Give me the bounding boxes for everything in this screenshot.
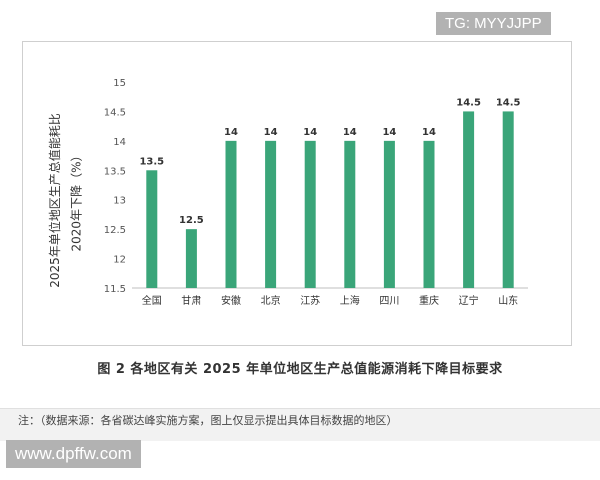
y-tick-label: 14.5 [104, 107, 126, 118]
x-tick-label: 四川 [379, 296, 399, 307]
bar [146, 170, 158, 288]
value-labels: 13.5 12.5 14 14 14 14 14 14 14.5 14.5 [139, 97, 520, 226]
bars [146, 111, 514, 288]
figure-caption: 图 2 各地区有关 2025 年单位地区生产总值能源消耗下降目标要求 [97, 362, 503, 377]
data-label: 12.5 [179, 215, 204, 226]
x-tick-label: 安徽 [221, 294, 241, 307]
bar [423, 140, 435, 288]
data-label: 14 [224, 127, 238, 138]
y-tick-label: 12 [113, 255, 126, 266]
x-tick-label: 江苏 [300, 294, 320, 307]
watermark-top: TG: MYYJJPP [436, 12, 551, 35]
bar [304, 140, 316, 288]
x-tick-label: 北京 [261, 294, 281, 307]
data-label: 14 [422, 127, 436, 138]
y-tick-label: 11.5 [104, 284, 126, 295]
x-tick-label: 重庆 [419, 294, 439, 307]
bar [265, 140, 277, 288]
data-label: 14.5 [456, 97, 481, 108]
x-tick-label: 全国 [142, 294, 162, 307]
data-label: 14 [382, 127, 396, 138]
data-label: 13.5 [139, 156, 164, 167]
x-tick-label: 山东 [498, 294, 518, 307]
data-label: 14 [264, 127, 278, 138]
y-tick-label: 13 [113, 196, 126, 207]
source-note: 注：（数据来源：各省碳达峰实施方案，图上仅显示提出具体目标数据的地区） [18, 414, 398, 427]
bar [225, 140, 237, 288]
bar [344, 140, 356, 288]
y-tick-label: 14 [113, 137, 126, 148]
x-tick-label: 甘肃 [181, 294, 201, 307]
bar [383, 140, 395, 288]
x-axis: 全国 甘肃 安徽 北京 江苏 上海 四川 重庆 辽宁 山东 [142, 294, 518, 307]
y-tick-label: 15 [113, 78, 126, 89]
y-axis: 11.5 12 12.5 13 13.5 14 14.5 15 [104, 78, 528, 295]
x-tick-label: 上海 [340, 294, 360, 307]
chart-frame [22, 41, 572, 346]
data-label: 14 [303, 127, 317, 138]
y-tick-label: 12.5 [104, 225, 126, 236]
note-bar [0, 408, 600, 441]
bar [185, 229, 197, 288]
x-tick-label: 辽宁 [459, 294, 479, 307]
y-tick-label: 13.5 [104, 166, 126, 177]
watermark-bottom: www.dpffw.com [6, 440, 141, 468]
bar [502, 111, 514, 288]
bar [463, 111, 475, 288]
data-label: 14.5 [496, 97, 521, 108]
data-label: 14 [343, 127, 357, 138]
